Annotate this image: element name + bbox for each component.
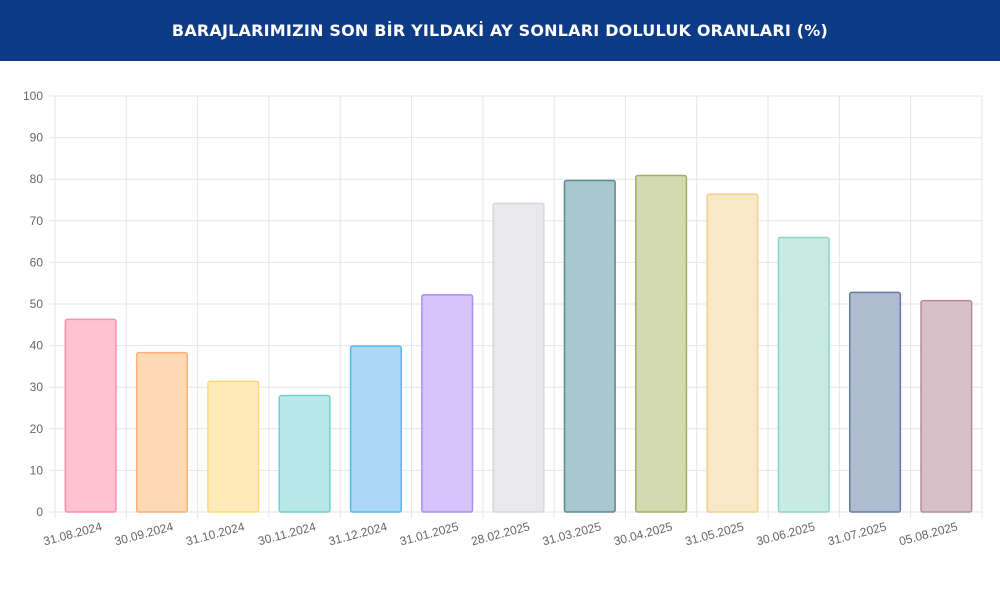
bar (278, 394, 331, 513)
y-tick-label: 40 (30, 339, 44, 353)
y-tick-label: 0 (36, 505, 43, 519)
x-tick-label: 31.10.2024 (184, 519, 246, 548)
x-tick-label: 28.02.2025 (470, 519, 532, 548)
bar (135, 351, 189, 513)
bar-chart: 0 10 20 30 40 50 60 70 80 90 100 31.08.2024 30.09.2… (23, 89, 983, 548)
y-tick-label: 60 (30, 255, 44, 269)
x-tick-label: 31.03.2025 (541, 519, 603, 548)
x-tick-label: 05.08.2025 (897, 519, 959, 548)
x-tick-label: 31.12.2024 (327, 519, 389, 548)
x-axis-ticks: 31.08.2024 30.09.2024 31.10.2024 30.11.2024… (42, 519, 960, 548)
y-tick-label: 70 (30, 214, 44, 228)
y-tick-label: 10 (30, 463, 44, 477)
bar (492, 202, 545, 513)
bar (848, 291, 902, 513)
x-tick-label: 30.09.2024 (113, 519, 175, 548)
bar (706, 193, 759, 513)
bar (349, 345, 402, 513)
y-tick-label: 20 (30, 422, 44, 436)
x-tick-label: 31.07.2025 (826, 519, 888, 548)
x-tick-label: 30.04.2025 (612, 519, 674, 548)
bar (421, 294, 474, 513)
chart-area: 0 10 20 30 40 50 60 70 80 90 100 31.08.2024 30.09.2… (0, 61, 1000, 603)
bar (777, 236, 830, 513)
bars (64, 174, 973, 513)
bar (635, 174, 688, 513)
chart-title: BARAJLARIMIZIN SON BİR YILDAKİ AY SONLAR… (171, 21, 829, 40)
x-tick-label: 30.06.2025 (755, 519, 817, 548)
y-tick-label: 100 (23, 89, 43, 103)
y-tick-label: 50 (30, 297, 44, 311)
title-banner: BARAJLARIMIZIN SON BİR YILDAKİ AY SONLAR… (0, 0, 1000, 61)
bar (207, 380, 260, 513)
gridlines (49, 95, 983, 518)
y-axis-ticks: 0 10 20 30 40 50 60 70 80 90 100 (23, 89, 43, 519)
y-tick-label: 30 (30, 380, 44, 394)
y-tick-label: 80 (30, 172, 44, 186)
bar (64, 318, 117, 513)
x-tick-label: 31.05.2025 (684, 519, 746, 548)
bar (920, 299, 973, 513)
x-tick-label: 30.11.2024 (257, 519, 318, 548)
y-tick-label: 90 (30, 131, 44, 145)
bar (563, 179, 616, 513)
x-tick-label: 31.08.2024 (42, 519, 104, 548)
x-tick-label: 31.01.2025 (398, 519, 460, 548)
